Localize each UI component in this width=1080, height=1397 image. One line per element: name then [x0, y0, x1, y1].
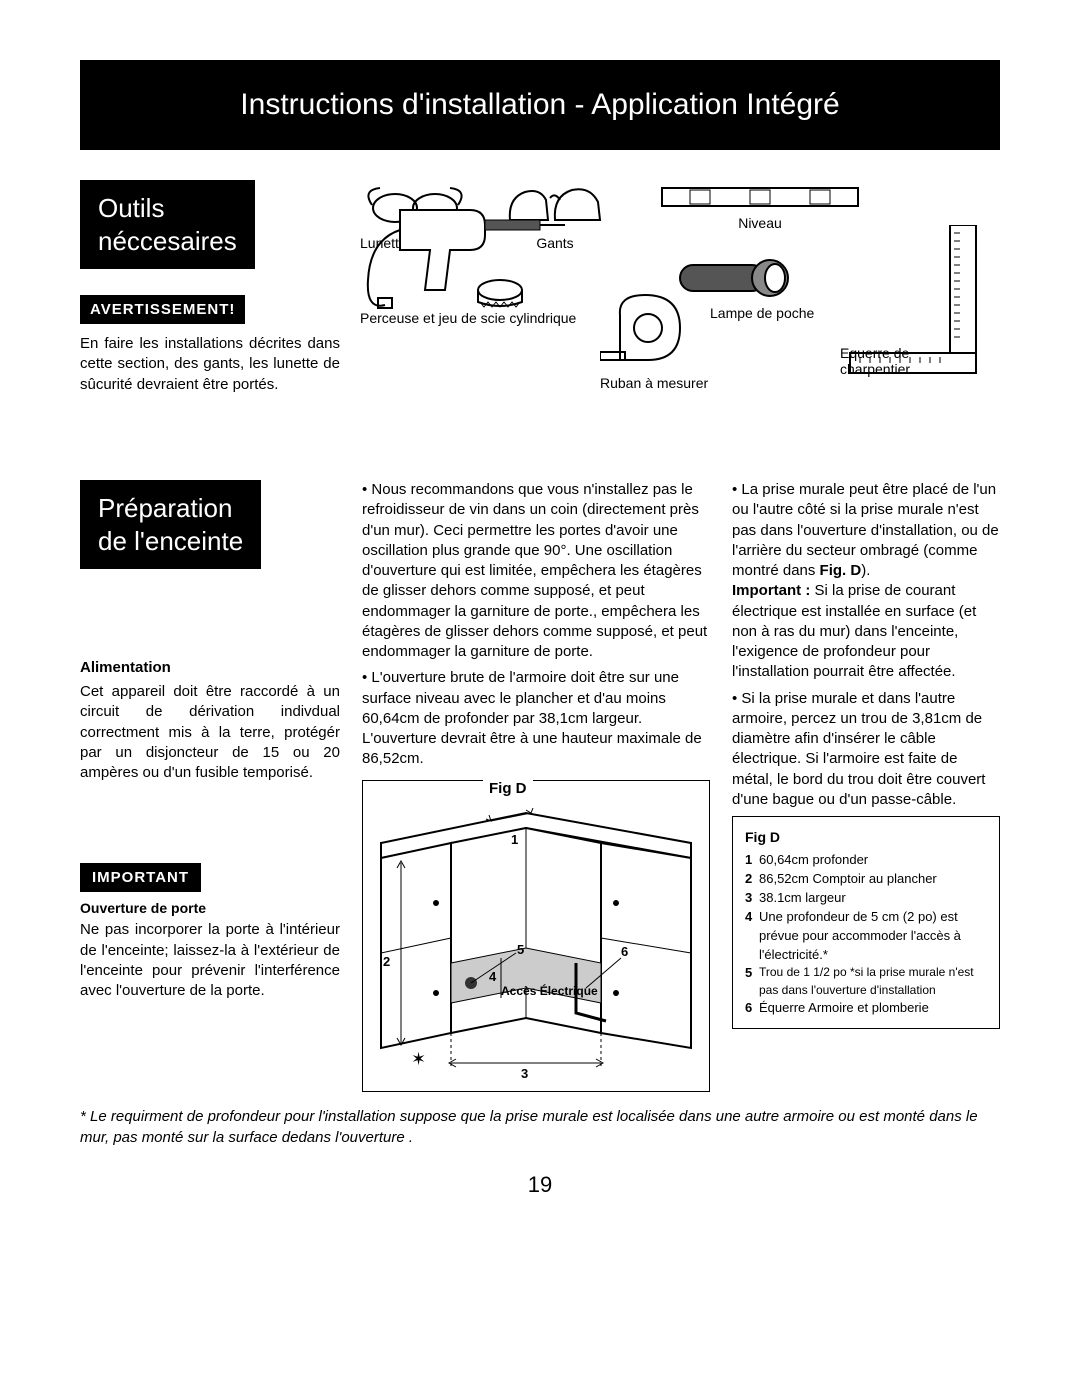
tool-drill: Perceuse et jeu de scie cylindrique [360, 180, 576, 326]
tools-heading-line2: néccesaires [98, 226, 237, 256]
tape-label: Ruban à mesurer [600, 375, 708, 391]
fig-d-legend-txt: Trou de 1 1/2 po *si la prise murale n'e… [759, 964, 987, 999]
tool-level: Niveau [660, 180, 860, 231]
footnote: * Le requirment de profondeur pour l'ins… [80, 1106, 1000, 1148]
prep-right-column: • La prise murale peut être placé de l'u… [732, 480, 1000, 1092]
fig-d-num2: 2 [383, 953, 390, 971]
fig-d-num1: 1 [511, 831, 518, 849]
prep-heading-line2: de l'enceinte [98, 526, 243, 556]
fig-d-num3: 3 [521, 1065, 528, 1083]
prep-middle-column: • Nous recommandons que vous n'installez… [362, 480, 710, 1092]
door-opening-header: Ouverture de porte [80, 900, 340, 916]
prep-mid-p2: • L'ouverture brute de l'armoire doit êt… [362, 668, 710, 769]
prep-right-p2a: Important : [732, 582, 810, 599]
fig-d-legend-txt: Équerre Armoire et plomberie [759, 999, 987, 1018]
fig-d-legend: Fig D 160,64cm profonder 286,52cm Compto… [732, 816, 1000, 1029]
drill-label: Perceuse et jeu de scie cylindrique [360, 310, 576, 326]
alimentation-header: Alimentation [80, 659, 340, 676]
fig-d-legend-row: 338.1cm largeur [745, 889, 987, 908]
fig-d-legend-txt: 60,64cm profonder [759, 851, 987, 870]
prep-right-p1c: ). [861, 562, 870, 579]
important-label: IMPORTANT [80, 863, 201, 892]
tools-illustrations: Lunette de sécurité Gants N [360, 180, 1000, 440]
warning-text: En faire les installations décrites dans… [80, 334, 340, 395]
fig-d-legend-row: 286,52cm Comptoir au plancher [745, 870, 987, 889]
prep-left-column: Préparation de l'enceinte Alimentation C… [80, 480, 340, 1092]
fig-d-diagram: ✶ [371, 803, 701, 1083]
fig-d-legend-txt: Une profondeur de 5 cm (2 po) est prévue… [759, 908, 987, 965]
tool-square: Equerre de charpentier [840, 225, 980, 375]
door-opening-text: Ne pas incorporer la porte à l'intérieur… [80, 920, 340, 1001]
fig-d-svg: ✶ [371, 803, 701, 1083]
flashlight-label: Lampe de poche [710, 305, 820, 321]
fig-d-legend-row: 4Une profondeur de 5 cm (2 po) est prévu… [745, 908, 987, 965]
prep-right-p1: • La prise murale peut être placé de l'u… [732, 480, 1000, 581]
tools-left-column: Outils néccesaires AVERTISSEMENT! En fai… [80, 180, 340, 395]
page: Instructions d'installation - Applicatio… [0, 0, 1080, 1238]
prep-right-p3: • Si la prise murale et dans l'autre arm… [732, 689, 1000, 811]
fig-d-title: Fig D [483, 779, 533, 799]
fig-d-legend-num: 4 [745, 908, 759, 965]
warning-label: AVERTISSEMENT! [80, 295, 245, 324]
tools-section: Outils néccesaires AVERTISSEMENT! En fai… [80, 180, 1000, 440]
fig-d-legend-txt: 86,52cm Comptoir au plancher [759, 870, 987, 889]
drill-icon [360, 180, 570, 310]
alimentation-text: Cet appareil doit être raccordé à un cir… [80, 682, 340, 783]
fig-d-legend-num: 3 [745, 889, 759, 908]
fig-d-box: Fig D [362, 780, 710, 1092]
fig-d-legend-num: 1 [745, 851, 759, 870]
level-icon [660, 180, 860, 215]
fig-d-legend-txt: 38.1cm largeur [759, 889, 987, 908]
prep-heading-line1: Préparation [98, 493, 232, 523]
page-title: Instructions d'installation - Applicatio… [80, 60, 1000, 150]
fig-d-legend-num: 5 [745, 964, 759, 999]
prep-heading: Préparation de l'enceinte [80, 480, 261, 569]
fig-d-legend-row: 160,64cm profonder [745, 851, 987, 870]
tools-heading-line1: Outils [98, 193, 164, 223]
fig-d-legend-row: 5Trou de 1 1/2 po *si la prise murale n'… [745, 964, 987, 999]
fig-d-legend-num: 2 [745, 870, 759, 889]
prep-right-p2: Important : Si la prise de courant élect… [732, 581, 1000, 682]
fig-d-legend-num: 6 [745, 999, 759, 1018]
prep-mid-p1: • Nous recommandons que vous n'installez… [362, 480, 710, 662]
fig-d-num4: 4 [489, 968, 496, 986]
tool-flashlight: Lampe de poche [670, 250, 820, 321]
fig-d-num5: 5 [517, 941, 524, 959]
page-number: 19 [80, 1172, 1000, 1198]
svg-text:✶: ✶ [411, 1049, 426, 1069]
square-label: Equerre de charpentier [840, 345, 940, 377]
prep-right-p1b: Fig. D [820, 562, 862, 579]
fig-d-legend-row: 6Équerre Armoire et plomberie [745, 999, 987, 1018]
fig-d-access-label: Accès Électrique [501, 985, 598, 998]
preparation-section: Préparation de l'enceinte Alimentation C… [80, 480, 1000, 1092]
flashlight-icon [670, 250, 820, 305]
tools-heading: Outils néccesaires [80, 180, 255, 269]
fig-d-num6: 6 [621, 943, 628, 961]
level-label: Niveau [660, 215, 860, 231]
fig-d-legend-title: Fig D [745, 827, 987, 847]
